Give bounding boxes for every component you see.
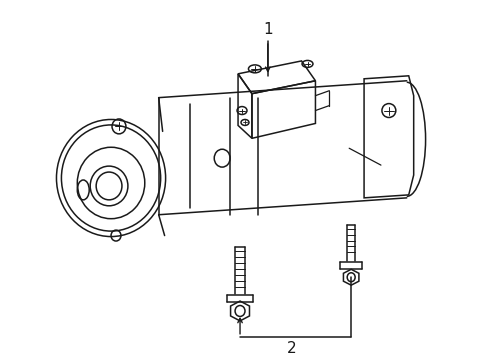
Text: 2: 2 xyxy=(286,341,296,356)
Text: 1: 1 xyxy=(263,22,272,37)
